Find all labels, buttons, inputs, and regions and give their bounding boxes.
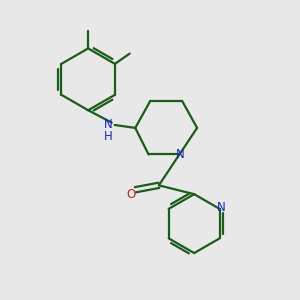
Text: H: H bbox=[103, 130, 112, 143]
Text: O: O bbox=[126, 188, 136, 201]
Text: N: N bbox=[103, 118, 112, 131]
Text: N: N bbox=[176, 148, 184, 161]
Text: N: N bbox=[217, 201, 226, 214]
